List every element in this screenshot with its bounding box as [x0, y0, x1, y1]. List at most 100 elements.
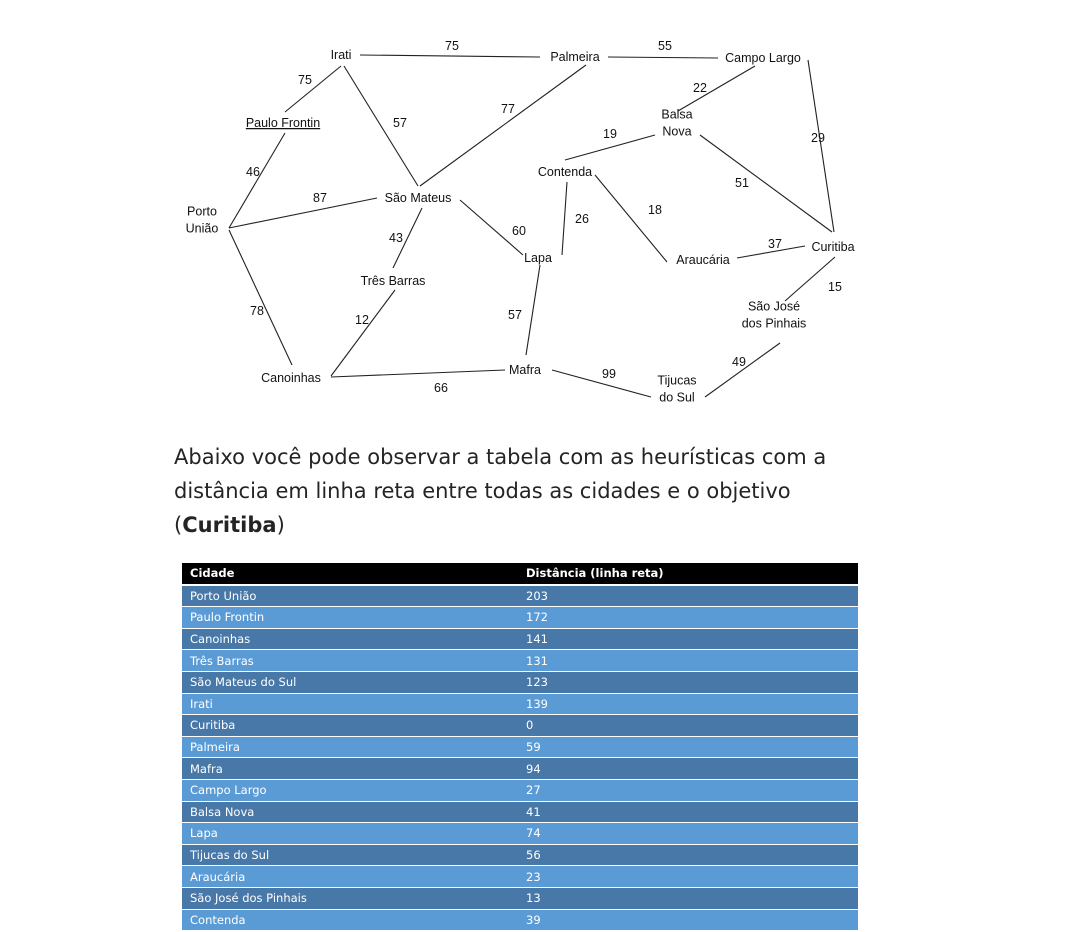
- node-label-sao_jose-line1: São José: [748, 300, 800, 314]
- edge-sao_mateus-lapa: [459, 199, 524, 256]
- edge-weight-canoinhas-mafra: 66: [434, 381, 448, 395]
- table-row: Campo Largo 27: [182, 779, 858, 802]
- table-row: Curitiba 0: [182, 714, 858, 737]
- graph-edges: [228, 54, 836, 398]
- distance-cell: 203: [518, 584, 858, 608]
- city-cell: Canoinhas: [182, 628, 518, 651]
- edge-weight-lapa-mafra: 57: [508, 308, 522, 322]
- table-row: Contenda 39: [182, 909, 858, 932]
- city-cell: Três Barras: [182, 649, 518, 672]
- edge-weight-irati-palmeira: 75: [445, 39, 459, 53]
- city-cell: São José dos Pinhais: [182, 887, 518, 910]
- edge-irati-paulo_frontin: [284, 65, 342, 113]
- edge-weight-contenda-lapa: 26: [575, 212, 589, 226]
- edge-paulo_frontin-porto_uniao: [228, 132, 286, 229]
- edge-sao_mateus-tres_barras: [392, 207, 423, 269]
- distance-cell: 141: [518, 628, 858, 651]
- edge-balsa_nova-contenda: [564, 134, 656, 161]
- node-label-porto_uniao-line2: União: [186, 222, 219, 236]
- city-cell: Irati: [182, 693, 518, 716]
- edge-weight-balsa_nova-curitiba: 51: [735, 176, 749, 190]
- distance-cell: 59: [518, 736, 858, 759]
- paragraph-text: Abaixo você pode observar a tabela com a…: [174, 445, 827, 537]
- city-cell: Campo Largo: [182, 779, 518, 802]
- edge-weight-porto_uniao-canoinhas: 78: [250, 304, 264, 318]
- edge-weight-mafra-tijucas: 99: [602, 367, 616, 381]
- node-label-sao_mateus: São Mateus: [385, 191, 452, 205]
- table-row: Paulo Frontin 172: [182, 606, 858, 629]
- city-cell: Mafra: [182, 757, 518, 780]
- node-label-curitiba: Curitiba: [811, 240, 854, 254]
- table-body: Porto União 203 Paulo Frontin 172 Canoinhas 1…: [182, 584, 858, 932]
- node-label-contenda: Contenda: [538, 165, 592, 179]
- city-cell: Contenda: [182, 909, 518, 932]
- edge-weight-porto_uniao-sao_mateus: 87: [313, 191, 327, 205]
- city-cell: Porto União: [182, 584, 518, 608]
- table-row: Lapa 74: [182, 822, 858, 845]
- distance-cell: 13: [518, 887, 858, 910]
- edge-tres_barras-canoinhas: [330, 289, 396, 377]
- distance-cell: 172: [518, 606, 858, 629]
- node-label-araucaria: Araucária: [676, 253, 730, 267]
- edge-porto_uniao-sao_mateus: [228, 197, 378, 229]
- table-row: Tijucas do Sul 56: [182, 844, 858, 867]
- node-label-tijucas-line2: do Sul: [659, 391, 694, 405]
- city-cell: São Mateus do Sul: [182, 671, 518, 694]
- distance-cell: 131: [518, 649, 858, 672]
- edge-palmeira-sao_mateus: [419, 64, 587, 187]
- edge-lapa-mafra: [525, 264, 541, 356]
- edge-weight-sao_jose-tijucas: 49: [732, 355, 746, 369]
- node-label-tres_barras: Três Barras: [361, 274, 426, 288]
- node-label-tijucas-line1: Tijucas: [657, 374, 696, 388]
- edge-weight-irati-paulo_frontin: 75: [298, 73, 312, 87]
- table-row: Mafra 94: [182, 757, 858, 780]
- city-graph-diagram: 75 55 75 57 77 22 29 19 51 46 87 78 43 60 26 18 37 15 12 57…: [186, 39, 855, 405]
- node-label-lapa: Lapa: [524, 251, 552, 265]
- edge-weight-curitiba-sao_jose: 15: [828, 280, 842, 294]
- table-header-row: Cidade Distância (linha reta): [182, 563, 858, 586]
- table-row: Palmeira 59: [182, 736, 858, 759]
- edge-weight-contenda-araucaria: 18: [648, 203, 662, 217]
- node-label-paulo_frontin: Paulo Frontin: [246, 116, 320, 130]
- table-row: São José dos Pinhais 13: [182, 887, 858, 910]
- table-row: Araucária 23: [182, 865, 858, 888]
- graph-nodes: Irati Palmeira Campo Largo Paulo Frontin Bal…: [186, 48, 855, 405]
- edge-sao_jose-tijucas: [704, 342, 781, 398]
- table-row: Irati 139: [182, 693, 858, 716]
- edge-porto_uniao-canoinhas: [228, 229, 293, 366]
- distance-cell: 23: [518, 865, 858, 888]
- edge-irati-sao_mateus: [343, 65, 419, 187]
- distance-cell: 94: [518, 757, 858, 780]
- edge-weight-irati-sao_mateus: 57: [393, 116, 407, 130]
- distance-cell: 74: [518, 822, 858, 845]
- paragraph-goal-city: Curitiba: [182, 513, 277, 537]
- city-cell: Lapa: [182, 822, 518, 845]
- distance-cell: 41: [518, 801, 858, 824]
- edge-weight-araucaria-curitiba: 37: [768, 237, 782, 251]
- edge-balsa_nova-curitiba: [699, 134, 833, 233]
- heuristics-table: Cidade Distância (linha reta) Porto Uniã…: [182, 563, 858, 932]
- table-row: Canoinhas 141: [182, 628, 858, 651]
- edge-campo_largo-balsa_nova: [677, 65, 756, 112]
- city-cell: Paulo Frontin: [182, 606, 518, 629]
- node-label-mafra: Mafra: [509, 363, 541, 377]
- node-label-palmeira: Palmeira: [550, 50, 599, 64]
- distance-cell: 39: [518, 909, 858, 932]
- edge-curitiba-sao_jose: [784, 256, 836, 302]
- node-label-balsa_nova-line1: Balsa: [661, 108, 692, 122]
- distance-cell: 0: [518, 714, 858, 737]
- edge-mafra-tijucas: [551, 369, 652, 398]
- edge-weight-palmeira-campo_largo: 55: [658, 39, 672, 53]
- edge-canoinhas-mafra: [330, 369, 506, 378]
- paragraph-text-end: ): [276, 513, 285, 537]
- node-label-balsa_nova-line2: Nova: [662, 125, 691, 139]
- table-row: Balsa Nova 41: [182, 801, 858, 824]
- city-cell: Palmeira: [182, 736, 518, 759]
- header-distance: Distância (linha reta): [518, 563, 858, 586]
- distance-cell: 139: [518, 693, 858, 716]
- edge-weight-sao_mateus-tres_barras: 43: [389, 231, 403, 245]
- edge-contenda-lapa: [561, 181, 568, 256]
- distance-cell: 56: [518, 844, 858, 867]
- edge-weight-balsa_nova-contenda: 19: [603, 127, 617, 141]
- node-label-irati: Irati: [331, 48, 352, 62]
